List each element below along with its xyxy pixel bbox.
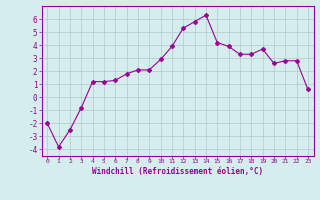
X-axis label: Windchill (Refroidissement éolien,°C): Windchill (Refroidissement éolien,°C) — [92, 167, 263, 176]
